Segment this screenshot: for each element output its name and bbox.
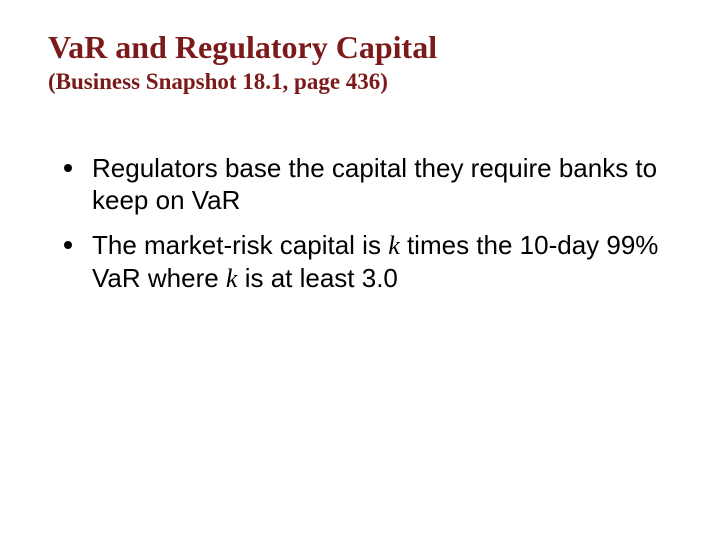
list-item: The market-risk capital is k times the 1… [64,229,672,296]
bullet-icon [64,241,72,249]
slide: VaR and Regulatory Capital (Business Sna… [0,0,720,540]
bullet-icon [64,164,72,172]
slide-title: VaR and Regulatory Capital (Business Sna… [48,28,672,96]
title-main: VaR and Regulatory Capital [48,28,672,66]
bullet-text: Regulators base the capital they require… [92,152,672,217]
variable-k: k [226,264,238,293]
bullet-list: Regulators base the capital they require… [48,152,672,296]
list-item: Regulators base the capital they require… [64,152,672,217]
text-span: The market-risk capital is [92,230,388,260]
bullet-text: The market-risk capital is k times the 1… [92,229,672,296]
text-span: is at least 3.0 [237,263,397,293]
variable-k: k [388,231,400,260]
title-sub: (Business Snapshot 18.1, page 436) [48,68,672,96]
